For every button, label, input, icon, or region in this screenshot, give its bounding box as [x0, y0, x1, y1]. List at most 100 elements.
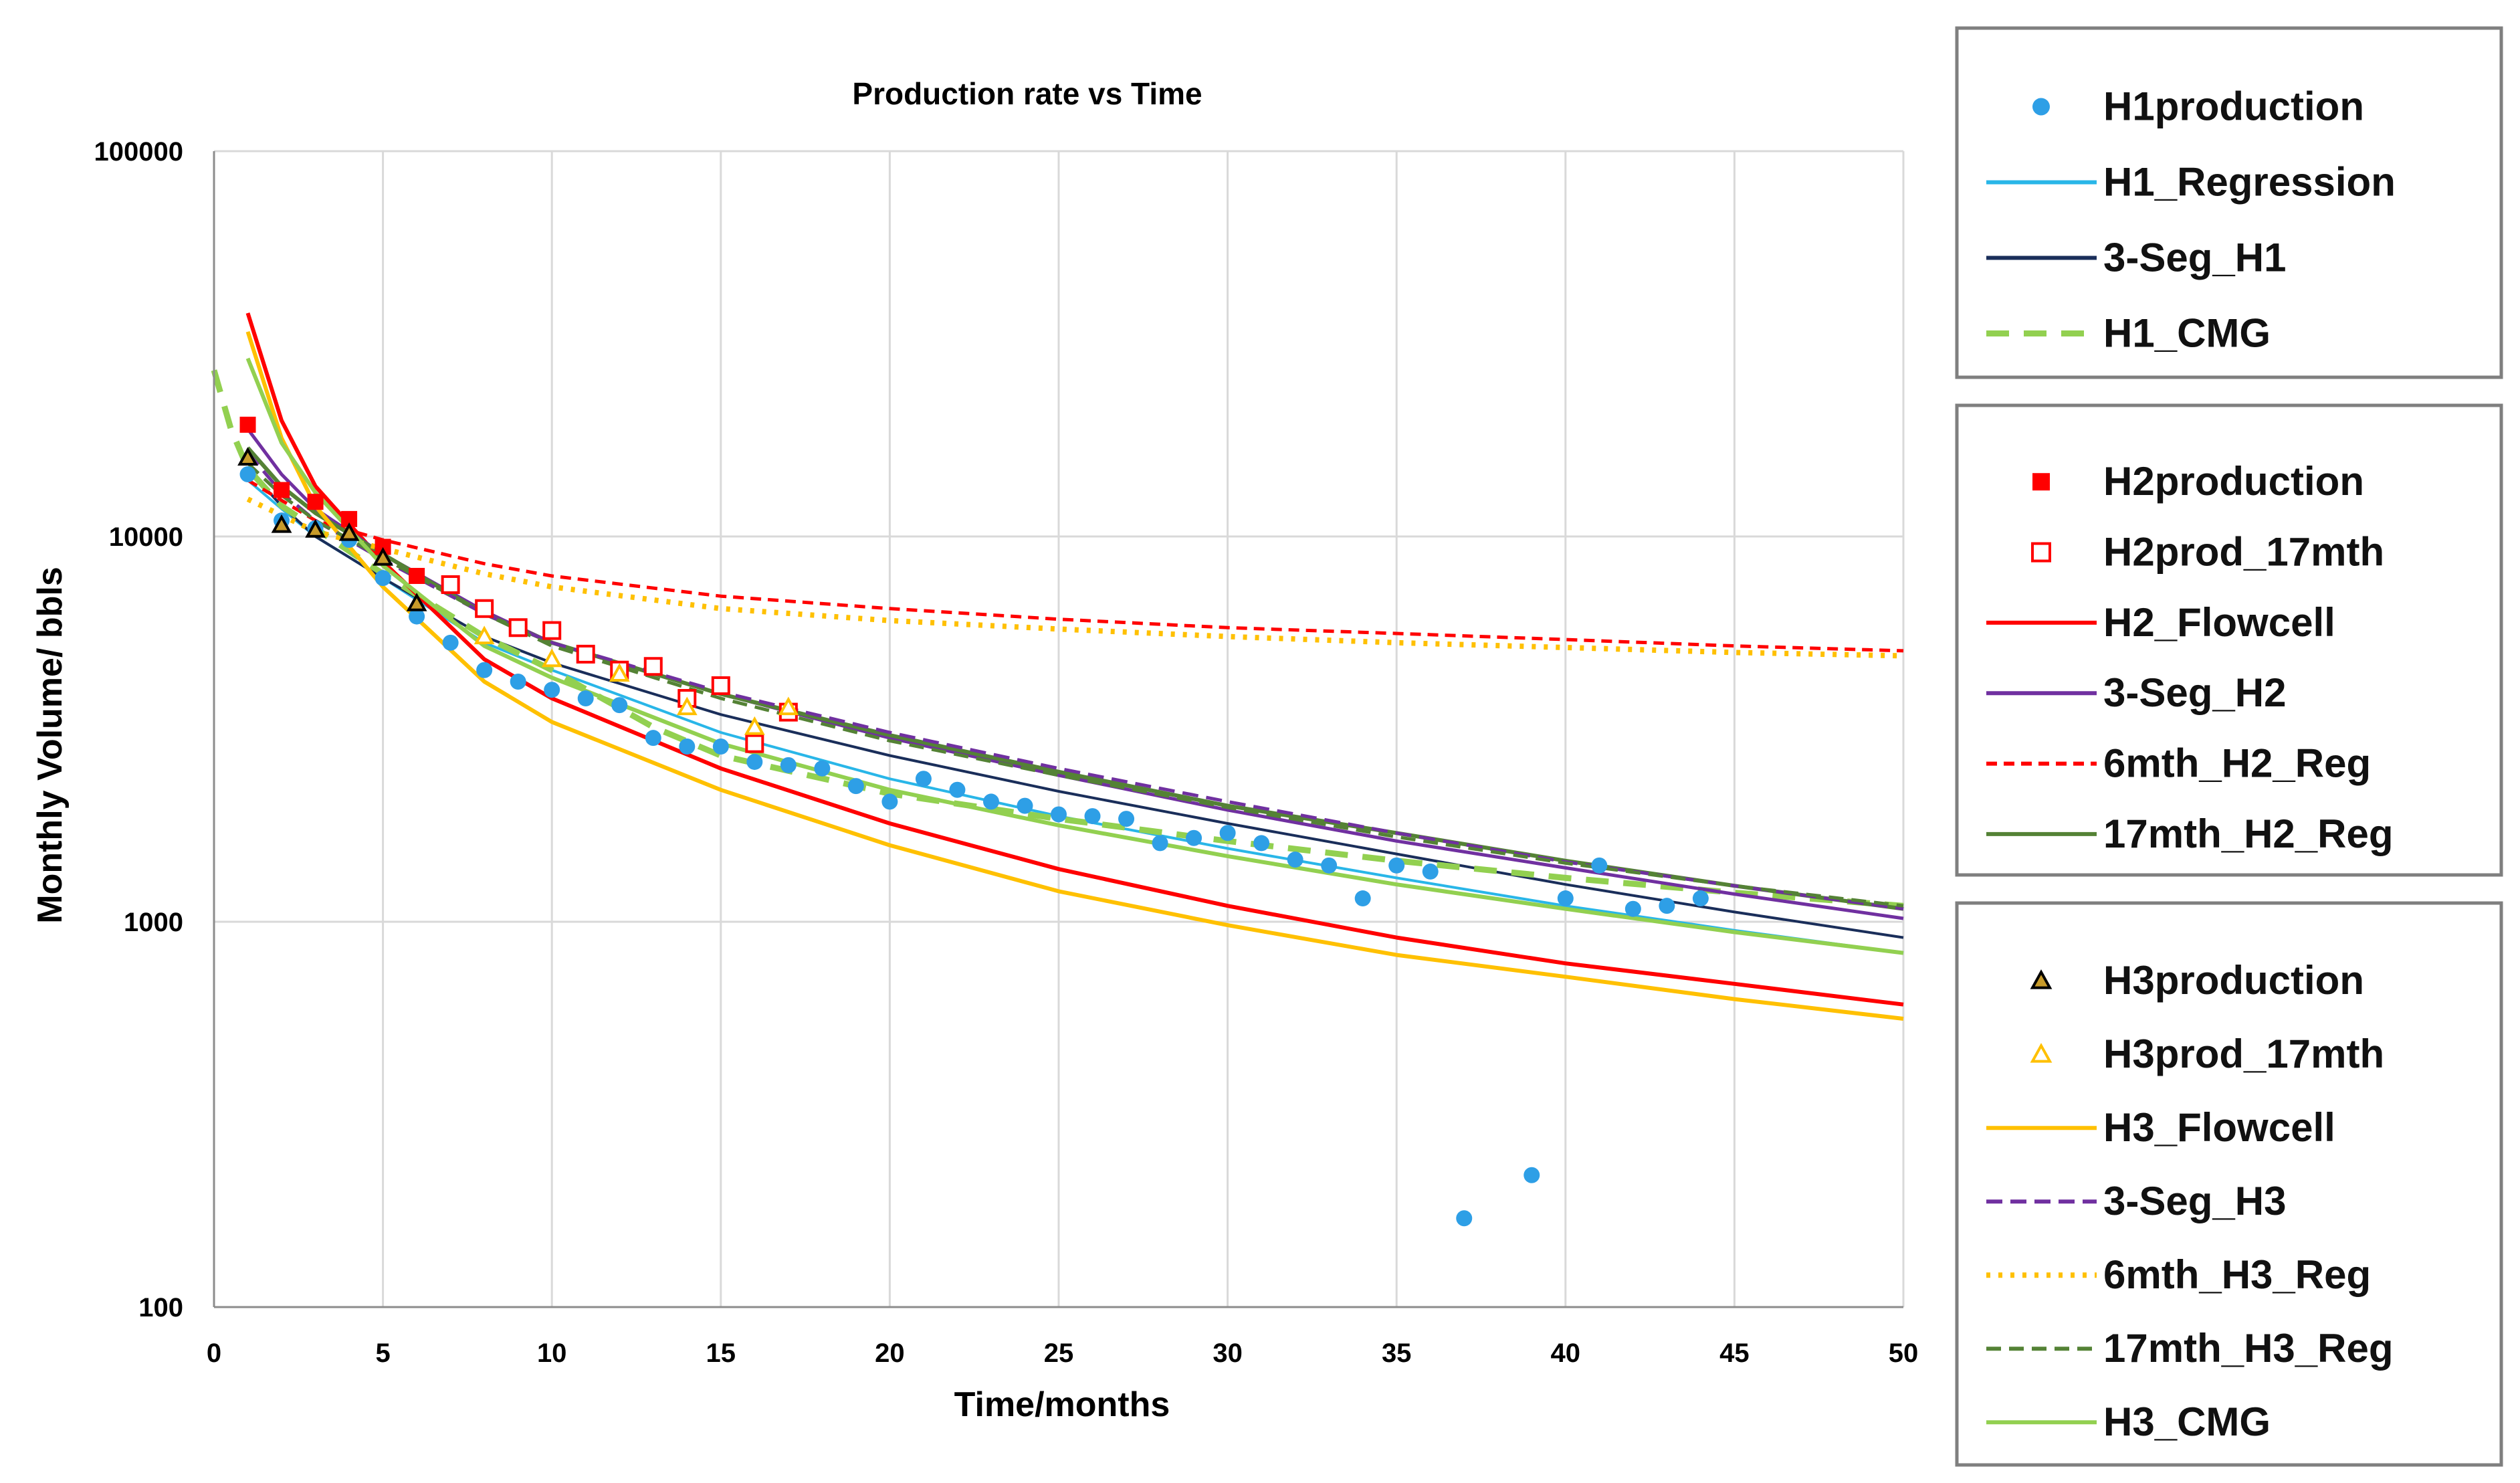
data-point — [609, 663, 630, 682]
data-point — [542, 621, 562, 640]
17mth-h3-reg-line — [246, 462, 1904, 908]
data-point — [949, 781, 966, 798]
legend-frame — [1955, 901, 2503, 1467]
h1-cmg-line — [211, 369, 1904, 909]
data-point — [239, 416, 256, 433]
data-point — [271, 514, 292, 533]
data-point — [645, 730, 661, 747]
legend-item-h3production: H3production — [2030, 958, 2364, 1003]
axes: 0 5 10 15 20 25 30 35 40 45 50 100 1000 10000 100000 — [94, 137, 1919, 1368]
data-point — [1388, 857, 1405, 874]
legend-label: H3_CMG — [2103, 1399, 2271, 1444]
legend-item-6mth-h3-reg: 6mth_H3_Reg — [1986, 1252, 2371, 1297]
x-tick-label: 15 — [706, 1339, 736, 1368]
data-point — [375, 570, 391, 587]
data-point — [1354, 890, 1371, 907]
legend: H1productionH1_Regression3-Seg_H1H1_CMGH… — [1955, 26, 2503, 1467]
legend-label: 6mth_H2_Reg — [2103, 741, 2371, 786]
data-point — [305, 519, 326, 538]
legend-swatch — [2031, 542, 2051, 563]
data-point — [746, 753, 763, 770]
data-point — [982, 793, 999, 810]
data-point — [643, 657, 663, 676]
series-h2production — [239, 416, 425, 584]
legend-item-3-seg-h1: 3-Seg_H1 — [1986, 235, 2286, 280]
legend-swatch — [2032, 98, 2050, 116]
series-h3prod-17mth — [474, 625, 799, 735]
legend-label: H1_Regression — [2103, 159, 2396, 204]
data-point — [1287, 852, 1303, 868]
data-point — [373, 547, 393, 566]
legend-label: 3-Seg_H2 — [2103, 670, 2286, 715]
legend-item-h1-cmg: H1_CMG — [1986, 310, 2271, 355]
data-point — [712, 738, 729, 755]
legend-frame — [1955, 26, 2503, 379]
legend-label: H1_CMG — [2103, 310, 2271, 355]
legend-item-6mth-h2-reg: 6mth_H2_Reg — [1986, 741, 2371, 786]
series-h1production — [239, 466, 1709, 1227]
data-point — [1624, 900, 1641, 917]
data-point — [780, 757, 797, 773]
h3-flowcell-line — [245, 330, 1904, 1021]
data-point — [510, 674, 526, 690]
series-h2-flowcell — [245, 312, 1904, 1007]
data-point — [476, 662, 493, 678]
data-point — [915, 771, 932, 787]
y-tick-label: 100 — [138, 1293, 183, 1322]
data-point — [679, 738, 696, 755]
legend-label: 6mth_H3_Reg — [2103, 1252, 2371, 1297]
x-tick-label: 25 — [1044, 1339, 1074, 1368]
data-point — [441, 575, 460, 594]
gridlines — [214, 150, 1905, 1307]
x-tick-label: 5 — [375, 1339, 390, 1368]
series-h3-flowcell — [245, 330, 1904, 1021]
legend-label: H3prod_17mth — [2103, 1031, 2384, 1076]
data-point — [474, 625, 495, 645]
legend-item-3-seg-h2: 3-Seg_H2 — [1986, 670, 2286, 715]
h2-flowcell-line — [245, 312, 1904, 1007]
x-tick-label: 20 — [875, 1339, 905, 1368]
data-point — [814, 760, 831, 777]
data-point — [1186, 829, 1202, 846]
data-point — [778, 696, 799, 716]
series-3-seg-h1 — [247, 468, 1904, 939]
data-point — [442, 634, 459, 651]
legend-item-17mth-h3-reg: 17mth_H3_Reg — [1986, 1326, 2394, 1371]
y-tick-label: 1000 — [124, 908, 183, 937]
data-point — [1321, 857, 1338, 874]
data-point — [611, 697, 628, 714]
y-axis-label: Monthly Volume/ bbls — [31, 567, 70, 923]
legend-item-h1-regression: H1_Regression — [1986, 159, 2396, 204]
legend-item-17mth-h2-reg: 17mth_H2_Reg — [1986, 811, 2394, 856]
data-point — [409, 608, 425, 625]
legend-label: H3_Flowcell — [2103, 1105, 2335, 1150]
y-tick-label: 100000 — [94, 137, 183, 167]
x-tick-label: 45 — [1719, 1339, 1750, 1368]
data-point — [1017, 797, 1033, 814]
legend-box-2: H2production H2prod_17mth H2_Flowcell 3-Seg… — [1955, 403, 2503, 877]
data-point — [1219, 825, 1236, 842]
x-tick-label: 35 — [1382, 1339, 1412, 1368]
data-point — [1456, 1210, 1473, 1227]
legend-label: H1production — [2103, 84, 2364, 128]
data-point — [1659, 898, 1675, 914]
data-point — [341, 510, 358, 527]
legend-item-h2production: H2production — [2032, 459, 2364, 504]
legend-swatch — [2032, 473, 2050, 491]
data-point — [1524, 1167, 1540, 1183]
data-point — [1692, 890, 1709, 907]
x-axis-label: Time/months — [954, 1385, 1170, 1424]
data-point — [847, 778, 864, 795]
data-point — [1253, 835, 1270, 852]
y-tick-label: 10000 — [109, 522, 183, 552]
chart-title: Production rate vs Time — [852, 76, 1202, 111]
data-point — [745, 734, 764, 753]
data-point — [1118, 811, 1135, 827]
legend-box-3: H3production H3prod_17mth H3_Flowcell 3-Seg… — [1955, 901, 2503, 1467]
legend-label: 17mth_H3_Reg — [2103, 1326, 2394, 1371]
series-h3-cmg — [245, 357, 1904, 955]
legend-item-h3-flowcell: H3_Flowcell — [1986, 1105, 2335, 1150]
legend-box-1: H1production H1_Regression 3-Seg_H1 H1_CMG — [1955, 26, 2503, 379]
x-tick-label: 10 — [537, 1339, 567, 1368]
